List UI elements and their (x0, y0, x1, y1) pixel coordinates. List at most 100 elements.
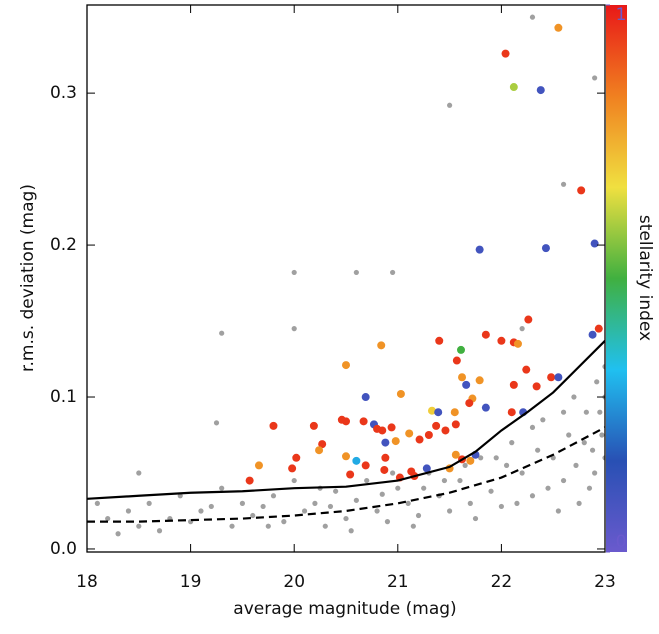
source-point (94, 500, 100, 506)
star-point (465, 399, 474, 408)
star-point (522, 365, 531, 374)
source-point (529, 14, 536, 20)
star-point (532, 382, 541, 391)
star-point (547, 373, 556, 382)
source-point (136, 523, 142, 529)
source-point (535, 447, 541, 453)
source-point (589, 447, 596, 453)
source-point (260, 503, 266, 510)
star-point (387, 423, 396, 432)
source-point (390, 269, 396, 276)
source-point (364, 477, 370, 484)
source-point (441, 477, 448, 484)
source-point (597, 409, 603, 415)
star-point (524, 315, 533, 324)
star-point (415, 435, 424, 444)
x-tick-label: 18 (76, 572, 98, 592)
source-point (146, 500, 152, 506)
star-point (377, 341, 386, 350)
star-point (541, 244, 550, 253)
source-point (560, 409, 567, 415)
star-point (451, 420, 460, 429)
source-point (301, 508, 308, 514)
star-point (346, 470, 355, 479)
star-point (432, 421, 441, 430)
source-point (514, 500, 520, 506)
star-point (254, 461, 263, 470)
source-point (213, 420, 220, 426)
star-point (373, 424, 382, 433)
star-point (451, 450, 460, 459)
source-point (457, 477, 463, 484)
x-tick-label: 21 (387, 572, 409, 592)
source-point (405, 500, 411, 506)
source-point (327, 503, 334, 510)
colorbar-label: stellarity index (635, 215, 655, 341)
x-axis-label: average magnitude (mag) (233, 599, 456, 619)
source-point (478, 455, 484, 461)
source-point (529, 493, 536, 499)
star-point (352, 456, 361, 465)
star-point (588, 330, 597, 339)
source-point (353, 269, 359, 276)
source-point (270, 493, 277, 499)
source-point (410, 523, 416, 529)
star-point (456, 345, 465, 354)
source-point (415, 512, 422, 519)
source-point (125, 508, 132, 514)
star-point (458, 373, 467, 382)
source-point (583, 409, 589, 415)
y-tick-label: 0.3 (50, 83, 77, 103)
star-point (475, 245, 484, 254)
trend-line (87, 340, 605, 500)
source-point (467, 500, 473, 506)
star-point (315, 446, 324, 455)
source-point (576, 500, 582, 506)
source-point (265, 523, 271, 529)
star-point (342, 452, 350, 461)
star-point (245, 476, 254, 485)
star-point (381, 453, 390, 462)
source-point (447, 102, 453, 108)
star-point (594, 324, 603, 333)
x-tick-label: 22 (491, 572, 513, 592)
star-point (318, 440, 327, 449)
star-point (450, 408, 459, 417)
source-point (379, 491, 385, 497)
star-point (361, 393, 370, 402)
source-point (374, 508, 380, 514)
x-tick-label: 19 (180, 572, 202, 592)
source-point (545, 485, 551, 491)
source-point (566, 432, 572, 438)
source-point (281, 519, 287, 525)
y-tick-label: 0.2 (50, 235, 77, 255)
source-point (447, 508, 453, 514)
source-point (219, 330, 225, 336)
source-point (581, 440, 587, 446)
source-point (509, 440, 515, 446)
source-point (250, 512, 256, 519)
colorbar-tick-label: 1 (616, 5, 627, 25)
source-point (312, 500, 318, 506)
source-point (291, 477, 297, 484)
source-point (105, 515, 111, 522)
source-point (503, 462, 510, 468)
source-point (594, 379, 600, 385)
star-point (577, 186, 586, 195)
star-point (509, 83, 518, 92)
source-point (493, 455, 499, 461)
colorbar-tick-label: 0 (616, 532, 627, 552)
star-point (554, 373, 563, 382)
star-point (513, 339, 522, 348)
star-point (452, 356, 461, 365)
star-point (481, 403, 490, 412)
x-tick-label: 23 (594, 572, 616, 592)
y-axis-label: r.m.s. deviation (mag) (18, 184, 38, 372)
star-point (396, 389, 405, 398)
source-point (586, 485, 593, 491)
source-point (219, 485, 225, 491)
x-tick-label: 20 (283, 572, 305, 592)
star-point (422, 464, 431, 473)
source-point (498, 503, 504, 510)
source-point (519, 470, 525, 476)
